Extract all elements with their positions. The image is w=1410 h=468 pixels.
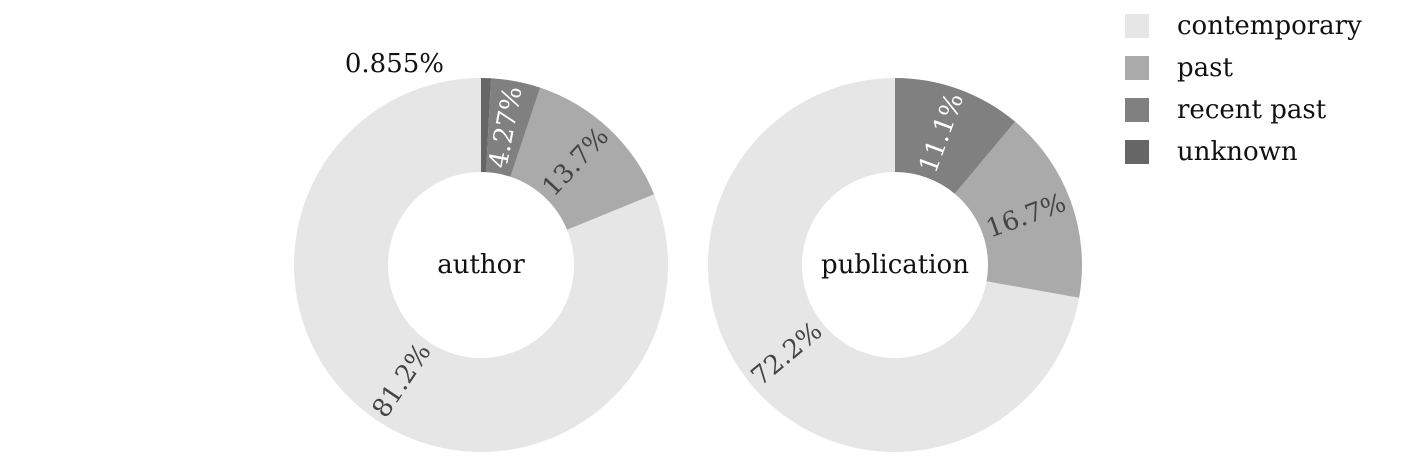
legend-label-unknown: unknown: [1177, 137, 1298, 167]
publication-slices: 72.2%16.7%11.1%: [708, 78, 1082, 452]
center-label-publication: publication: [821, 250, 969, 280]
legend: contemporary past recent past unknown: [1125, 11, 1362, 167]
legend-swatch-contemporary: [1125, 14, 1149, 38]
donut-publication: 72.2%16.7%11.1% publication: [708, 78, 1082, 452]
center-label-author: author: [437, 250, 525, 280]
slice-publication-recent-past: [895, 78, 1016, 194]
slice-author-contemporary: [294, 78, 668, 453]
slice-author-past: [510, 87, 655, 230]
slice-publication-contemporary: [708, 78, 1080, 452]
legend-label-past: past: [1177, 53, 1233, 83]
slice-author-unknown: [481, 78, 492, 173]
donut-author: 81.2%13.7%4.27%0.855% author: [294, 49, 668, 453]
author-slices: 81.2%13.7%4.27%0.855%: [294, 49, 668, 453]
legend-swatch-recent-past: [1125, 98, 1149, 122]
slice-label-author-unknown: 0.855%: [345, 49, 444, 79]
slice-author-recent-past: [485, 78, 541, 177]
legend-swatch-unknown: [1125, 140, 1149, 164]
legend-label-recent-past: recent past: [1177, 95, 1327, 125]
legend-label-contemporary: contemporary: [1177, 11, 1362, 41]
slice-publication-past: [954, 121, 1082, 298]
legend-swatch-past: [1125, 56, 1149, 80]
